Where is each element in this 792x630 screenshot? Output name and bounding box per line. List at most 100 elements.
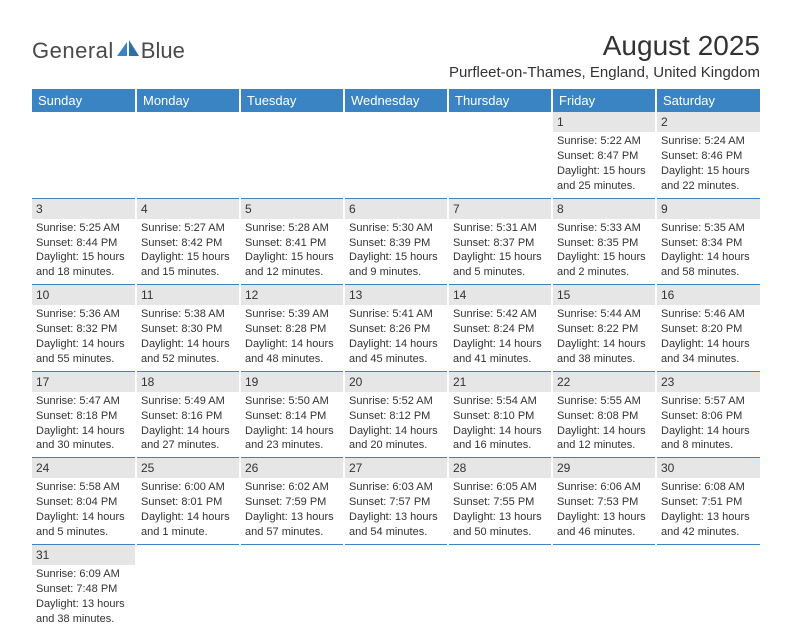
daylight-text: Daylight: 15 hours and 12 minutes. [245,250,339,280]
sunset-text: Sunset: 8:20 PM [661,322,756,337]
sunset-text: Sunset: 8:18 PM [36,409,131,424]
sunrise-text: Sunrise: 5:49 AM [141,394,235,409]
weekday-header: Friday [552,89,656,112]
calendar-day-cell [552,544,656,630]
day-number: 22 [553,372,655,392]
title-block: August 2025 Purfleet-on-Thames, England,… [449,30,760,81]
sunrise-text: Sunrise: 5:50 AM [245,394,339,409]
daylight-text: Daylight: 14 hours and 52 minutes. [141,337,235,367]
calendar-day-cell: 20Sunrise: 5:52 AMSunset: 8:12 PMDayligh… [344,371,448,458]
calendar-day-cell: 13Sunrise: 5:41 AMSunset: 8:26 PMDayligh… [344,285,448,372]
day-number: 9 [657,199,760,219]
daylight-text: Daylight: 14 hours and 38 minutes. [557,337,651,367]
sunset-text: Sunset: 8:41 PM [245,236,339,251]
sunset-text: Sunset: 8:30 PM [141,322,235,337]
sunrise-text: Sunrise: 6:09 AM [36,567,131,582]
calendar-day-cell: 14Sunrise: 5:42 AMSunset: 8:24 PMDayligh… [448,285,552,372]
calendar-day-cell: 25Sunrise: 6:00 AMSunset: 8:01 PMDayligh… [136,458,240,545]
daylight-text: Daylight: 14 hours and 1 minute. [141,510,235,540]
calendar-week-row: 1Sunrise: 5:22 AMSunset: 8:47 PMDaylight… [32,112,760,198]
calendar-day-cell: 29Sunrise: 6:06 AMSunset: 7:53 PMDayligh… [552,458,656,545]
daylight-text: Daylight: 14 hours and 41 minutes. [453,337,547,367]
sunset-text: Sunset: 8:42 PM [141,236,235,251]
sunrise-text: Sunrise: 6:02 AM [245,480,339,495]
daylight-text: Daylight: 15 hours and 9 minutes. [349,250,443,280]
calendar-day-cell: 8Sunrise: 5:33 AMSunset: 8:35 PMDaylight… [552,198,656,285]
calendar-day-cell: 28Sunrise: 6:05 AMSunset: 7:55 PMDayligh… [448,458,552,545]
calendar-week-row: 17 Sunrise: 5:47 AMSunset: 8:18 PM Dayligh… [32,371,760,458]
day-number: 4 [137,199,239,219]
sunrise-text: Sunrise: 5:33 AM [557,221,651,236]
day-number: 23 [657,372,760,392]
calendar-day-cell [240,544,344,630]
sunset-text: Sunset: 8:06 PM [661,409,756,424]
daylight-text: Daylight: 13 hours and 46 minutes. [557,510,651,540]
calendar-day-cell [344,544,448,630]
calendar-day-cell [240,112,344,198]
sunrise-text: Sunrise: 5:35 AM [661,221,756,236]
sunrise-text: Sunrise: 5:46 AM [661,307,756,322]
calendar-day-cell: 16Sunrise: 5:46 AMSunset: 8:20 PMDayligh… [656,285,760,372]
calendar-day-cell: 7Sunrise: 5:31 AMSunset: 8:37 PMDaylight… [448,198,552,285]
sunrise-text: Sunrise: 5:58 AM [36,480,131,495]
sunrise-text: Sunrise: 5:47 AM [36,394,131,409]
day-number: 20 [345,372,447,392]
calendar-day-cell: 15Sunrise: 5:44 AMSunset: 8:22 PMDayligh… [552,285,656,372]
logo: General Blue [32,30,185,64]
calendar-day-cell: 6Sunrise: 5:30 AMSunset: 8:39 PMDaylight… [344,198,448,285]
sunrise-text: Sunrise: 5:31 AM [453,221,547,236]
weekday-header: Saturday [656,89,760,112]
day-number: 21 [449,372,551,392]
daylight-text: Daylight: 13 hours and 54 minutes. [349,510,443,540]
sunrise-text: Sunrise: 5:25 AM [36,221,131,236]
daylight-text: Daylight: 14 hours and 48 minutes. [245,337,339,367]
sunrise-text: Sunrise: 6:00 AM [141,480,235,495]
sunset-text: Sunset: 8:16 PM [141,409,235,424]
day-number: 26 [241,458,343,478]
calendar-week-row: 3Sunrise: 5:25 AMSunset: 8:44 PMDaylight… [32,198,760,285]
calendar-day-cell: 3Sunrise: 5:25 AMSunset: 8:44 PMDaylight… [32,198,136,285]
daylight-text: Daylight: 15 hours and 2 minutes. [557,250,651,280]
sunset-text: Sunset: 8:26 PM [349,322,443,337]
day-number: 18 [137,372,239,392]
day-number: 27 [345,458,447,478]
sunrise-text: Sunrise: 5:44 AM [557,307,651,322]
day-number: 17 [32,372,135,392]
daylight-text: Daylight: 14 hours and 55 minutes. [36,337,131,367]
calendar-day-cell: 31Sunrise: 6:09 AMSunset: 7:48 PMDayligh… [32,544,136,630]
daylight-text: Daylight: 14 hours and 20 minutes. [349,424,443,454]
sunset-text: Sunset: 8:01 PM [141,495,235,510]
calendar-day-cell [448,544,552,630]
day-number: 31 [32,545,135,565]
day-number: 14 [449,285,551,305]
day-number: 7 [449,199,551,219]
header: General Blue August 2025 Purfleet-on-Tha… [32,30,760,81]
daylight-text: Daylight: 15 hours and 18 minutes. [36,250,131,280]
calendar-day-cell: 10Sunrise: 5:36 AMSunset: 8:32 PMDayligh… [32,285,136,372]
daylight-text: Daylight: 14 hours and 23 minutes. [245,424,339,454]
daylight-text: Daylight: 14 hours and 58 minutes. [661,250,756,280]
daylight-text: Daylight: 14 hours and 12 minutes. [557,424,651,454]
sunrise-text: Sunrise: 5:22 AM [557,134,651,149]
day-number: 24 [32,458,135,478]
sunset-text: Sunset: 7:57 PM [349,495,443,510]
calendar-day-cell: 24Sunrise: 5:58 AMSunset: 8:04 PMDayligh… [32,458,136,545]
calendar-day-cell [656,544,760,630]
weekday-header: Tuesday [240,89,344,112]
day-number: 29 [553,458,655,478]
calendar-day-cell [344,112,448,198]
calendar-day-cell: 21Sunrise: 5:54 AMSunset: 8:10 PMDayligh… [448,371,552,458]
weekday-header: Thursday [448,89,552,112]
weekday-header: Sunday [32,89,136,112]
sunset-text: Sunset: 8:32 PM [36,322,131,337]
logo-text-general: General [32,38,114,64]
sunrise-text: Sunrise: 6:06 AM [557,480,651,495]
calendar-week-row: 10Sunrise: 5:36 AMSunset: 8:32 PMDayligh… [32,285,760,372]
sunset-text: Sunset: 7:51 PM [661,495,756,510]
sunset-text: Sunset: 8:37 PM [453,236,547,251]
calendar-day-cell: 2Sunrise: 5:24 AMSunset: 8:46 PMDaylight… [656,112,760,198]
logo-sail-icon [117,38,139,64]
sunrise-text: Sunrise: 5:36 AM [36,307,131,322]
day-number: 19 [241,372,343,392]
month-title: August 2025 [449,30,760,62]
